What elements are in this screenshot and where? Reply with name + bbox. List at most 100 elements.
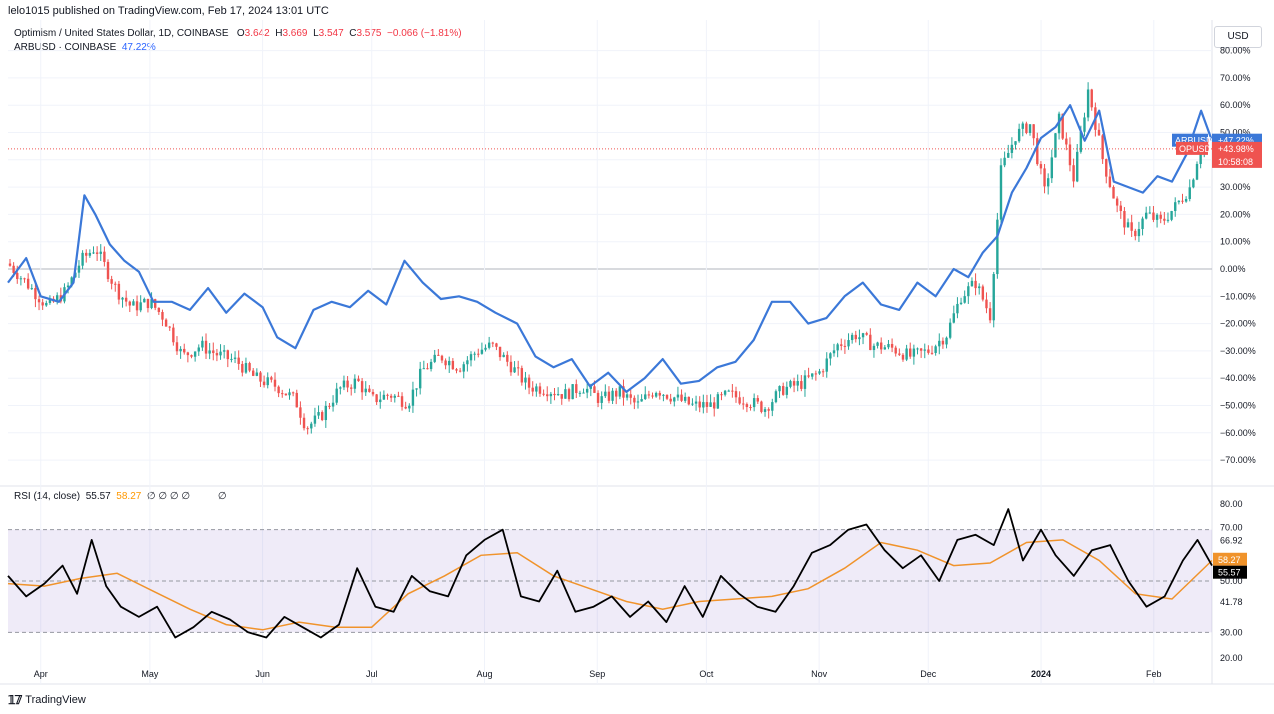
candle-body: [339, 387, 342, 389]
x-tick-label: Dec: [920, 669, 937, 679]
low-label: L: [313, 28, 319, 39]
candle-body: [1130, 222, 1133, 231]
candle-body: [978, 286, 981, 289]
candle-body: [400, 396, 404, 407]
candle-body: [792, 381, 796, 386]
candle-body: [1046, 178, 1050, 187]
candle-body: [1195, 163, 1199, 180]
candle-body: [302, 417, 306, 429]
rsi-extras: ∅ ∅ ∅ ∅: [146, 491, 191, 502]
candle-body: [1108, 176, 1112, 187]
publish-note: lelo1015 published on TradingView.com, F…: [8, 5, 329, 17]
candle-body: [963, 296, 966, 303]
candle-body: [88, 252, 92, 256]
candle-body: [789, 381, 792, 387]
candle-body: [912, 348, 916, 357]
candle-body: [273, 379, 277, 387]
candle-body: [622, 386, 625, 398]
rsi-y-tick-label: 66.92: [1220, 536, 1243, 546]
candle-body: [535, 386, 538, 392]
candle-body: [477, 353, 480, 355]
rsi-y-tick-label: 80.00: [1220, 499, 1243, 509]
rsi-y-tick-label: 50.00: [1220, 576, 1243, 586]
y-tick-label: −30.00%: [1220, 346, 1256, 356]
candle-body: [320, 412, 324, 421]
candle-body: [1007, 152, 1010, 158]
candle-body: [876, 342, 879, 346]
x-tick-label: May: [141, 669, 159, 679]
candle-body: [647, 394, 651, 396]
candle-body: [466, 360, 469, 365]
candle-body: [164, 319, 168, 327]
candle-body: [324, 405, 328, 421]
open-label: O: [236, 28, 245, 39]
candle-body: [919, 348, 923, 351]
candle-body: [139, 302, 142, 311]
candle-body: [1054, 133, 1057, 158]
candle-body: [618, 386, 622, 397]
candle-body: [237, 357, 240, 364]
candle-body: [1101, 135, 1104, 160]
candle-body: [738, 397, 741, 404]
main-legend: Optimism / United States Dollar, 1D, COI…: [14, 28, 462, 39]
candle-body: [1090, 89, 1093, 108]
candle-body: [306, 428, 309, 430]
candle-body: [95, 252, 99, 254]
candle-body: [1166, 219, 1170, 221]
candle-body: [437, 354, 440, 356]
candle-body: [23, 278, 26, 280]
candle-body: [12, 265, 15, 273]
candle-body: [1199, 149, 1202, 164]
x-tick-label: Feb: [1146, 669, 1162, 679]
candle-body: [669, 398, 672, 402]
candle-body: [560, 394, 563, 399]
candle-body: [277, 386, 280, 394]
candle-body: [233, 357, 237, 359]
candle-body: [8, 263, 12, 266]
candle-body: [212, 350, 215, 354]
currency-button[interactable]: USD: [1214, 26, 1262, 48]
candle-body: [335, 388, 338, 403]
candle-body: [840, 344, 843, 346]
tradingview-logo[interactable]: 𝟙𝟟 TradingView: [8, 693, 86, 707]
candle-body: [821, 371, 825, 373]
candle-body: [880, 342, 883, 350]
candle-body: [785, 386, 789, 395]
rsi-ma-tag: [1213, 552, 1247, 566]
candle-body: [673, 397, 676, 402]
candle-body: [854, 334, 857, 340]
candle-body: [1050, 157, 1054, 179]
candle-body: [578, 392, 582, 394]
candle-body: [676, 394, 680, 398]
rsi-y-tick-label: 70.00: [1220, 523, 1243, 533]
candle-body: [1068, 144, 1072, 166]
candle-body: [807, 375, 810, 377]
candle-body: [219, 351, 222, 356]
candle-body: [607, 391, 611, 401]
candle-body: [244, 363, 248, 373]
candle-body: [527, 377, 531, 388]
candle-body: [872, 345, 876, 351]
candle-body: [546, 394, 549, 397]
candle-body: [702, 402, 705, 408]
candle-body: [266, 377, 269, 386]
candle-body: [934, 346, 937, 353]
candle-body: [752, 398, 756, 408]
candle-body: [85, 252, 88, 256]
candle-body: [440, 355, 444, 361]
close-value: 3.575: [356, 28, 382, 39]
candle-body: [81, 252, 84, 266]
candle-body: [469, 354, 473, 361]
candle-body: [778, 386, 781, 392]
candle-body: [1148, 212, 1152, 214]
candle-body: [938, 340, 941, 347]
y-tick-label: 50.00%: [1220, 128, 1251, 138]
rsi-extra2: ∅: [217, 491, 227, 502]
compare-legend: ARBUSD · COINBASE 47.22%: [14, 42, 156, 53]
y-tick-label: 20.00%: [1220, 209, 1251, 219]
candle-body: [26, 278, 30, 289]
candle-body: [923, 349, 926, 351]
y-tick-label: −50.00%: [1220, 401, 1256, 411]
arbusd-line: [7, 104, 1214, 393]
